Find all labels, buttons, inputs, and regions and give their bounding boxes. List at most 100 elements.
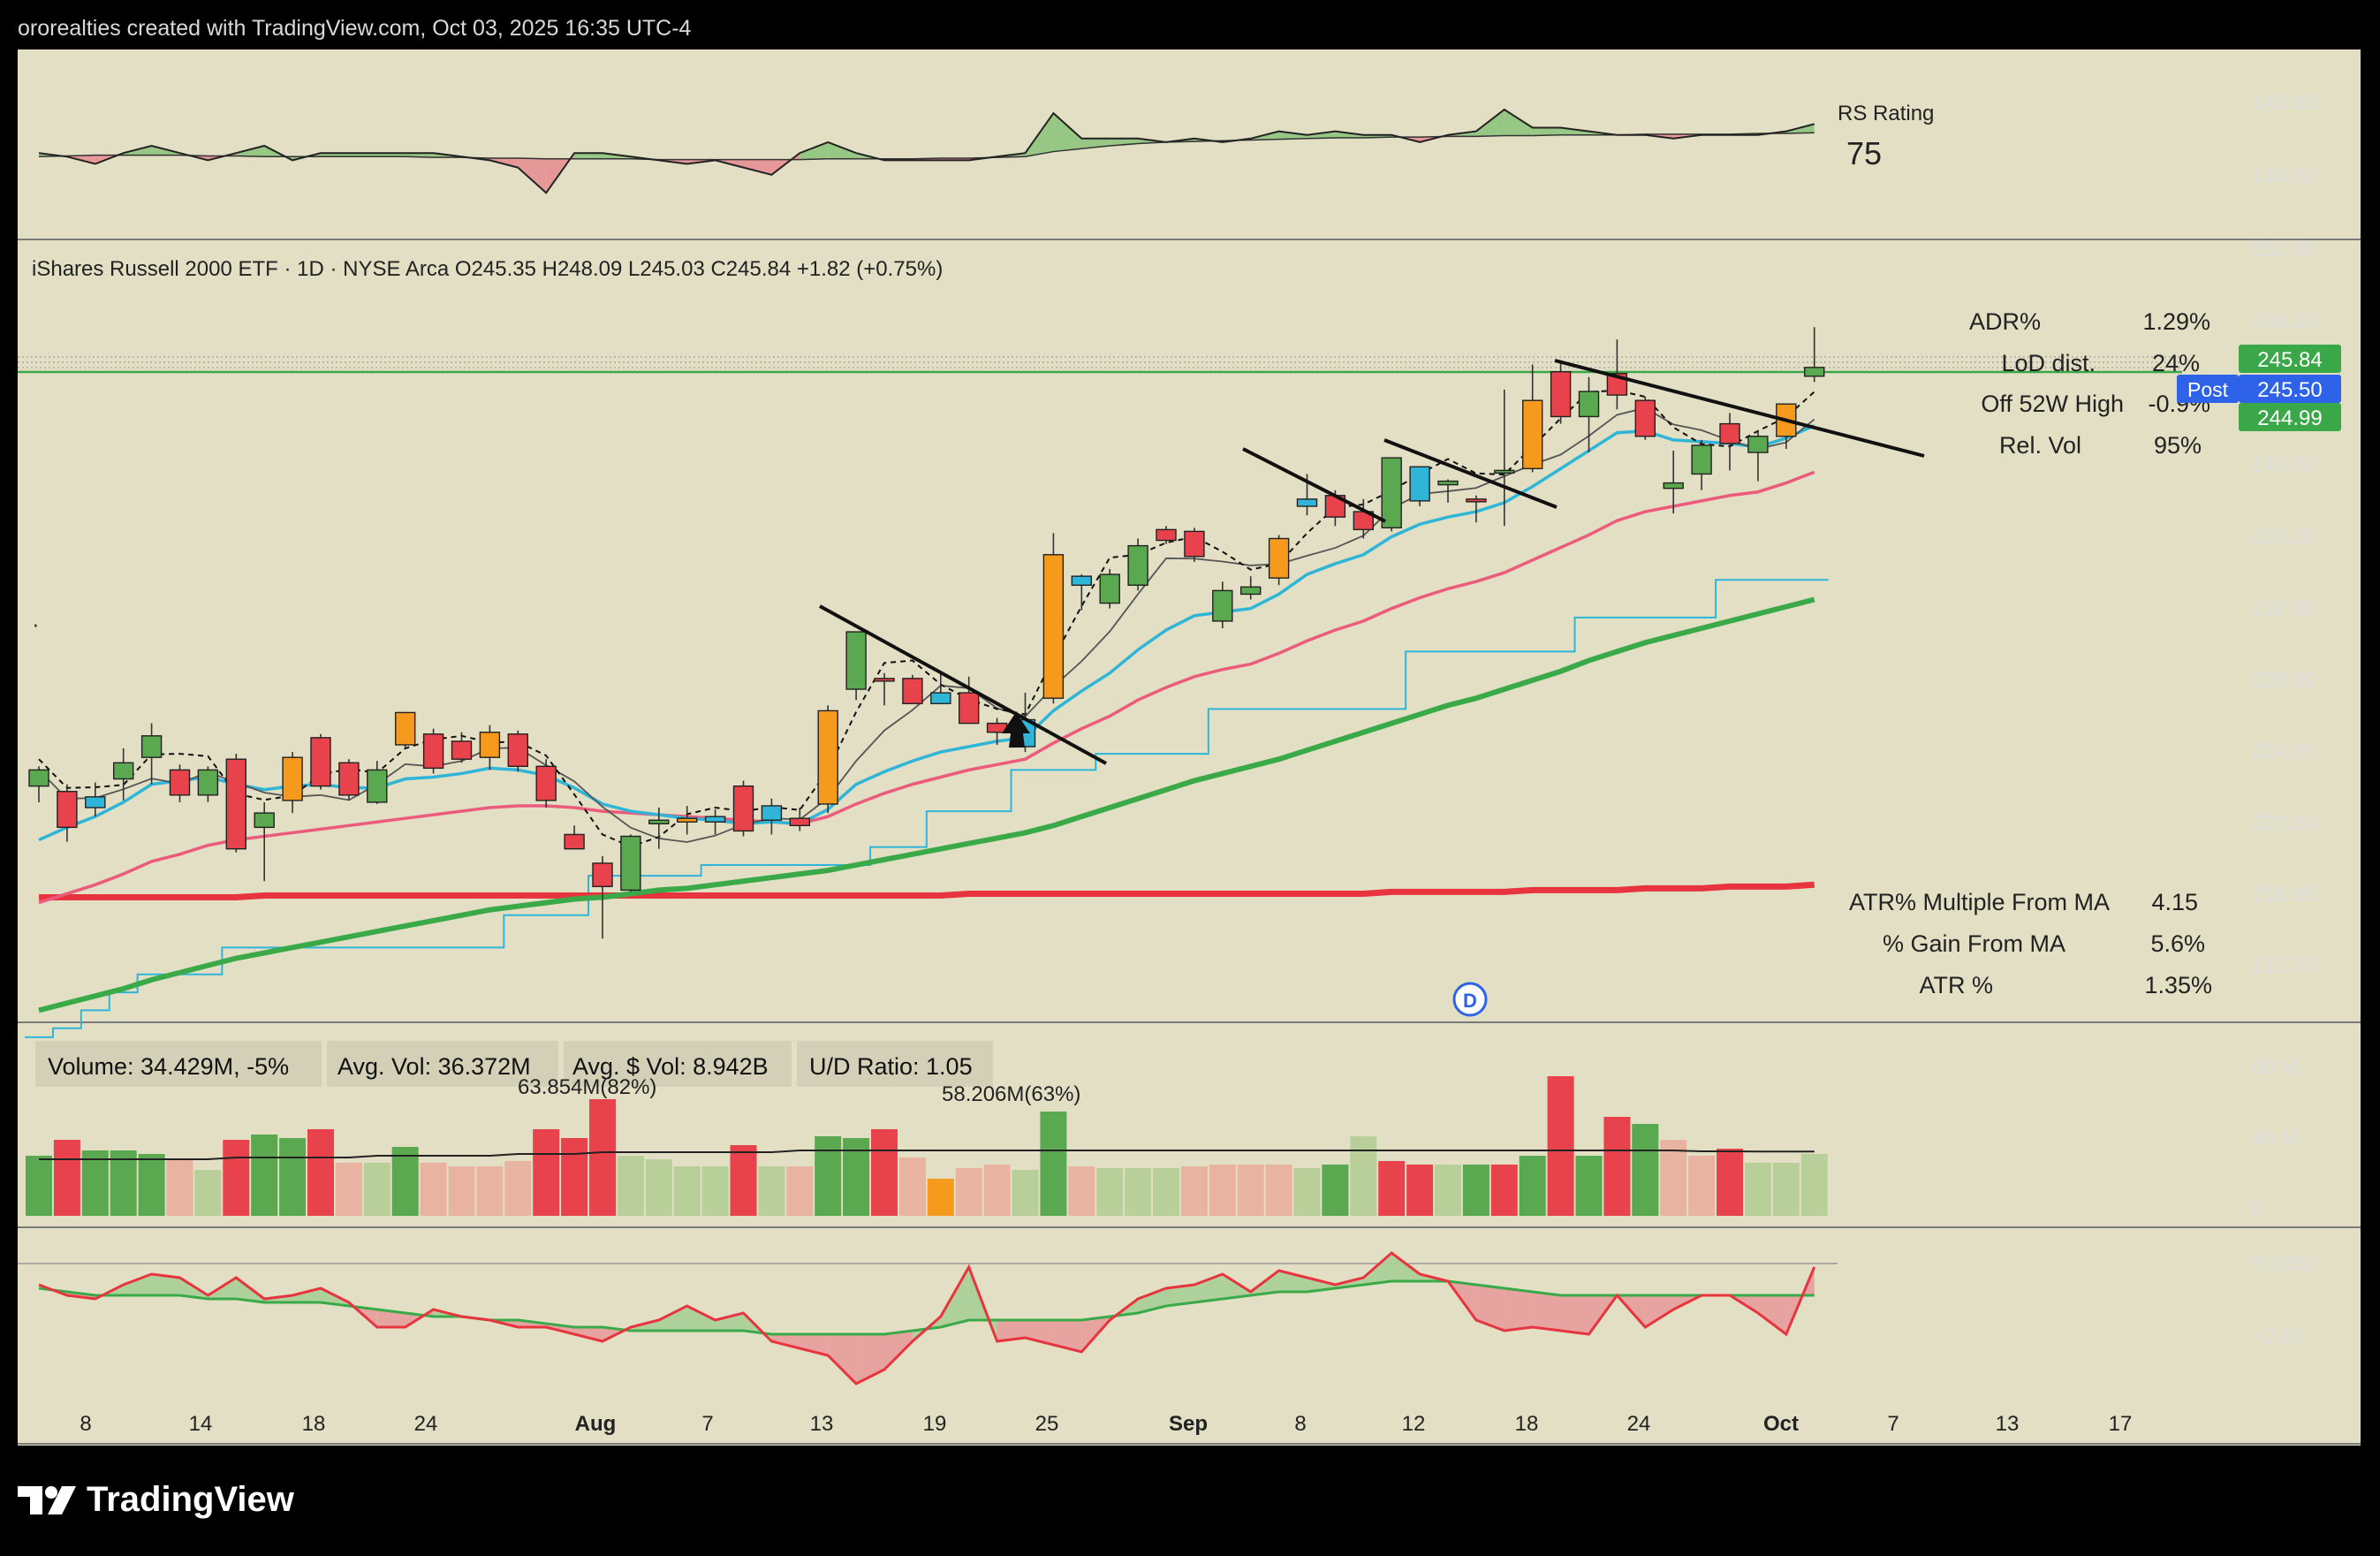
ema10-line <box>38 424 1815 842</box>
candle <box>1071 574 1093 611</box>
x-tick-month: Sep <box>1169 1412 1208 1436</box>
candle-body <box>225 758 246 850</box>
osc-fill-segment <box>1053 1320 1082 1352</box>
candle <box>732 780 754 837</box>
volume-bar <box>448 1166 475 1216</box>
avg-volume: Avg. Vol: 36.372M <box>337 1053 531 1080</box>
volume-bar <box>26 1156 52 1216</box>
volume-tick: 40 M <box>2251 1127 2298 1150</box>
price-tick: 224.00 <box>2251 740 2316 763</box>
osc-fill-segment <box>1166 1285 1194 1306</box>
trendline-3[interactable] <box>1383 438 1558 509</box>
dividend-marker[interactable]: D <box>1452 982 1488 1017</box>
volume-bar <box>1180 1166 1208 1216</box>
candle-body <box>1239 586 1262 596</box>
candle <box>564 825 585 850</box>
stat-label-lod: LoD dist. <box>2001 350 2096 376</box>
candle-body <box>1578 391 1600 418</box>
x-tick-month: Oct <box>1763 1412 1799 1436</box>
osc-fill-segment <box>1391 1253 1421 1281</box>
candle <box>1127 538 1148 591</box>
x-axis: 8 14 18 24 Aug 7 13 19 25 Sep 8 12 18 24… <box>80 1412 2132 1436</box>
candle-body <box>1156 528 1177 542</box>
dashed-average-line <box>38 389 1815 848</box>
osc-tick: 0.0000 <box>2251 1252 2316 1276</box>
candle <box>112 748 134 801</box>
trendline-1[interactable] <box>819 604 1107 765</box>
candle-body <box>1521 399 1543 470</box>
candle <box>1494 390 1515 527</box>
candle <box>451 732 473 763</box>
rs-fill-segment <box>828 141 857 159</box>
osc-fill-segment <box>1363 1253 1392 1285</box>
rs-fill-segment <box>1307 131 1336 139</box>
stat-value-atr: 1.35% <box>2144 972 2212 998</box>
volume-bar <box>1632 1124 1659 1216</box>
candle-body <box>592 862 613 888</box>
candle <box>620 834 641 892</box>
post-label-badge: Post <box>2187 378 2229 401</box>
candle <box>535 759 557 808</box>
osc-fill-segment <box>1504 1288 1533 1331</box>
stat-value-atr-multiple: 4.15 <box>2151 889 2198 915</box>
candle-body <box>507 733 528 768</box>
x-tick: 24 <box>414 1412 438 1436</box>
x-tick: 18 <box>1515 1412 1539 1436</box>
price-tick: 248.00 <box>2251 310 2316 334</box>
candle <box>1268 535 1290 586</box>
oscillator-series <box>18 1251 1838 1385</box>
price-tick: 252.00 <box>2251 238 2316 262</box>
candle-body <box>620 835 641 892</box>
candle-body <box>817 710 838 805</box>
candle-body <box>1127 544 1148 586</box>
candle-body <box>845 631 867 690</box>
volume-series <box>26 1076 1828 1216</box>
candle <box>1156 526 1177 544</box>
volume-bar <box>983 1165 1011 1216</box>
candle <box>1691 439 1712 490</box>
volume-tick: 0 <box>2251 1197 2263 1221</box>
rs-fill-segment <box>743 159 772 175</box>
rs-rating-value: 75 <box>1846 135 1882 171</box>
candle <box>1466 495 1487 523</box>
osc-fill-segment <box>1194 1274 1223 1302</box>
post-price-badge: 245.50 <box>2257 378 2322 402</box>
trendlines[interactable] <box>819 359 1925 765</box>
stat-label-off52w: Off 52W High <box>1981 391 2124 417</box>
volume-bar <box>617 1156 644 1216</box>
osc-fill-segment <box>376 1309 406 1327</box>
candle <box>282 752 303 814</box>
volume-bar <box>898 1158 926 1216</box>
volume-bar <box>1012 1170 1039 1216</box>
rs-fill-segment <box>1053 113 1082 152</box>
trendline-4[interactable] <box>1554 359 1925 458</box>
volume-bar <box>279 1138 307 1216</box>
osc-line <box>38 1251 1816 1385</box>
volume-bar <box>1519 1156 1546 1216</box>
candle <box>507 730 528 772</box>
candle-body <box>395 711 416 746</box>
x-tick-month: Aug <box>575 1412 617 1436</box>
osc-fill-segment <box>828 1334 857 1384</box>
candle <box>479 725 501 770</box>
x-tick: 24 <box>1627 1412 1651 1436</box>
trendline-2[interactable] <box>1242 447 1386 523</box>
osc-fill-segment <box>658 1306 687 1331</box>
candle-body <box>310 737 331 787</box>
candle <box>1212 581 1233 629</box>
volume-bar <box>1744 1163 1771 1216</box>
candle-body <box>1409 466 1430 502</box>
ema50-line <box>38 596 1815 1013</box>
candle <box>592 855 613 939</box>
volume-bar <box>194 1170 222 1216</box>
candle-body <box>1494 469 1515 474</box>
candle-body <box>367 769 388 803</box>
tradingview-logo[interactable]: TradingView <box>18 1480 295 1519</box>
sma5-line <box>38 406 1815 843</box>
x-tick: 8 <box>1294 1412 1306 1436</box>
candle-body <box>1184 530 1205 558</box>
price-tick: 216.00 <box>2251 883 2316 907</box>
candle <box>1437 479 1459 503</box>
ema21-line <box>38 470 1815 905</box>
volume-annotation-1: 63.854M(82%) <box>518 1075 656 1099</box>
